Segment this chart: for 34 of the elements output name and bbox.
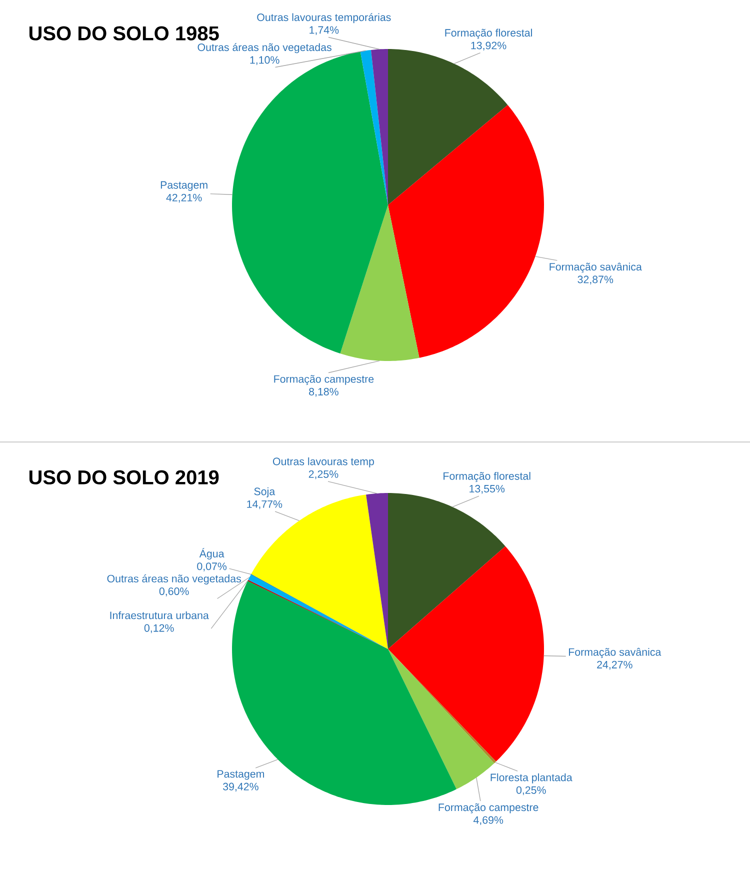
data-label: 2,25%	[308, 470, 338, 480]
slice-label: Infraestrutura urbana	[110, 611, 209, 620]
slice-label: Formação campestre	[274, 375, 374, 385]
slice-label: Formação florestal	[444, 472, 530, 482]
data-label: 4,69%	[473, 816, 504, 826]
slice-label: Outras lavouras temp	[272, 457, 374, 468]
slice-label: Soja	[254, 487, 276, 498]
slice-label: Pastagem	[218, 770, 264, 780]
slice-label: Floresta plantada	[490, 773, 572, 784]
slice-label: Outras áreas não vegetadas	[107, 574, 241, 585]
slice-label: Formação savânica	[550, 262, 642, 273]
text: USO DO SOLO 1985	[29, 26, 219, 40]
data-label: 32,87%	[578, 276, 614, 284]
data-label: 24,27%	[597, 660, 632, 670]
text: USO DO SOLO 2019	[29, 470, 219, 484]
data-label: 0,60%	[159, 588, 189, 596]
slice-label: Outras lavouras temporárias	[257, 13, 391, 24]
data-label: 13,55%	[470, 484, 505, 494]
data-label: 1,74%	[310, 26, 339, 35]
data-label: 13,92%	[471, 42, 506, 51]
data-label: 0,07%	[197, 562, 227, 572]
slice-label: Formação campestre	[438, 803, 538, 814]
data-label: 1,10%	[250, 56, 280, 65]
slice-label: Pastagem	[160, 181, 208, 191]
data-label: 0,12%	[144, 624, 174, 634]
data-label: 39,42%	[223, 782, 258, 792]
data-label: 0,25%	[516, 786, 546, 796]
slice-label: Outras áreas não vegetadas	[198, 43, 332, 54]
slice-label: Água	[199, 548, 224, 560]
slice-label: Formação florestal	[445, 28, 532, 39]
data-label: 42,21%	[166, 194, 202, 203]
data-label: 14,77%	[247, 500, 282, 510]
slice-label: Formação savânica	[568, 648, 662, 658]
data-label: 8,18%	[309, 388, 338, 397]
